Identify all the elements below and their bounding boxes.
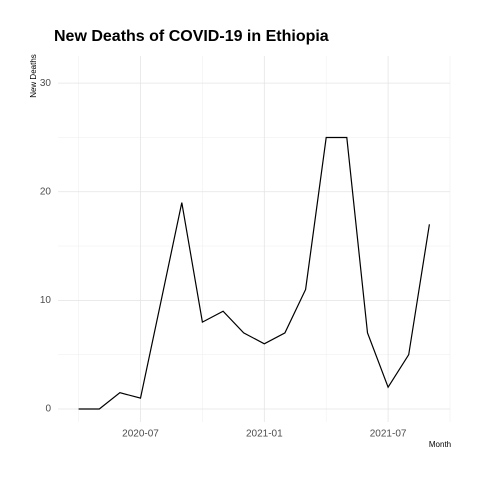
x-tick-label: 2021-07 (370, 429, 407, 440)
chart-title: New Deaths of COVID-19 in Ethiopia (54, 28, 329, 45)
data-line (78, 136, 430, 410)
y-axis-label: New Deaths (29, 54, 38, 98)
x-tick-label: 2020-07 (122, 429, 159, 440)
y-tick-label: 20 (40, 186, 52, 197)
y-tick-label: 0 (45, 404, 51, 415)
y-tick-label: 10 (40, 295, 52, 306)
x-axis-label: Month (429, 440, 451, 449)
y-tick-label: 30 (40, 78, 52, 89)
x-tick-label: 2021-01 (246, 429, 283, 440)
